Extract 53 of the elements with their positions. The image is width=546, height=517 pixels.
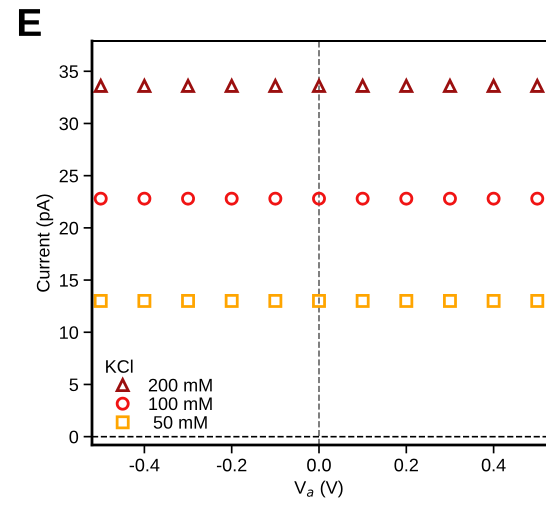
point xyxy=(312,78,326,93)
point xyxy=(443,294,457,308)
y-tick-label: 20 xyxy=(60,222,78,235)
point xyxy=(356,192,370,206)
point xyxy=(443,78,457,93)
point xyxy=(399,192,414,206)
point xyxy=(268,78,282,93)
point xyxy=(443,192,457,206)
y-axis-title: Current (pA) xyxy=(36,194,54,292)
point xyxy=(530,294,544,308)
point xyxy=(486,78,501,93)
point xyxy=(399,294,414,308)
x-tick-label: 0.2 xyxy=(394,458,418,472)
x-tick-label: -0.2 xyxy=(216,458,246,472)
point xyxy=(399,78,414,93)
point xyxy=(268,192,282,206)
point xyxy=(224,192,239,206)
x-tick-label: 0.4 xyxy=(482,458,506,472)
point xyxy=(356,78,370,93)
y-tick-label: 30 xyxy=(59,117,78,130)
point xyxy=(356,294,370,308)
point xyxy=(312,294,326,308)
y-tick-label: 15 xyxy=(60,274,78,287)
point xyxy=(530,192,544,206)
point xyxy=(181,78,195,93)
point xyxy=(181,192,195,206)
text: E xyxy=(18,9,41,36)
point xyxy=(94,78,108,93)
legend-label: 100 mM xyxy=(149,397,212,410)
point xyxy=(224,294,239,308)
point xyxy=(137,192,152,206)
point xyxy=(137,78,152,93)
x-tick-label: 0.0 xyxy=(307,458,331,472)
point xyxy=(94,192,108,206)
point xyxy=(312,192,326,206)
point xyxy=(486,294,501,308)
point xyxy=(530,78,544,93)
y-tick-label: 10 xyxy=(60,326,78,339)
y-tick-label: 25 xyxy=(60,170,78,182)
point xyxy=(94,294,108,308)
y-tick-label: 5 xyxy=(69,378,78,392)
point xyxy=(137,294,152,308)
x-tick-label: -0.4 xyxy=(130,458,160,472)
y-tick-label: 0 xyxy=(69,430,78,444)
x-axis-title: V$_{a}$ (V) xyxy=(294,480,343,498)
y-tick-label: 35 xyxy=(59,65,78,78)
point xyxy=(268,294,282,308)
point xyxy=(181,294,195,308)
point xyxy=(486,192,501,206)
point xyxy=(224,78,239,93)
legend-label: 200 mM xyxy=(148,378,212,392)
legend-label: 50 mM xyxy=(154,416,207,429)
legend-title: KCl xyxy=(106,360,133,373)
